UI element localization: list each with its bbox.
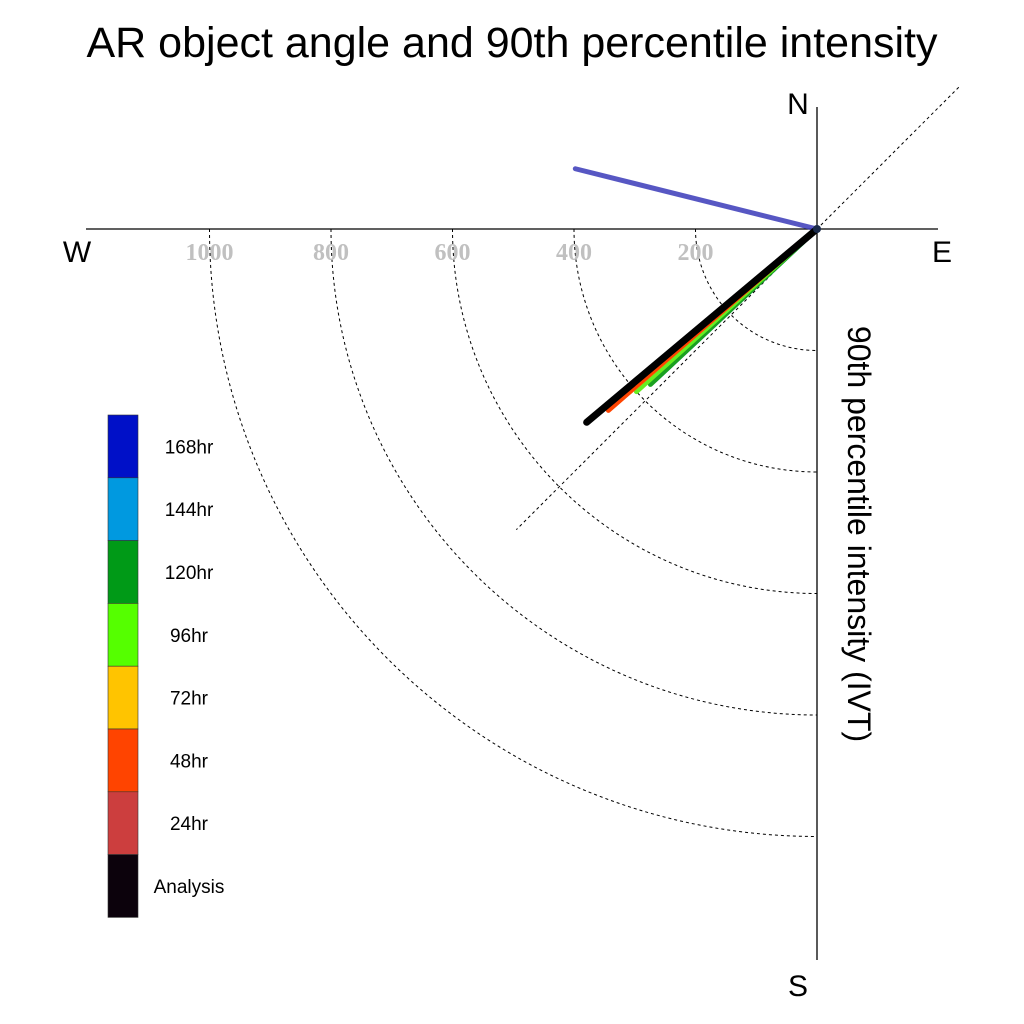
compass-east: E	[932, 236, 952, 269]
legend-label-96hr: 96hr	[170, 626, 209, 647]
radial-tick-labels: 200 400 600 800 1000	[186, 240, 714, 266]
legend-label-120hr: 120hr	[165, 563, 214, 584]
tick-label-1000: 1000	[186, 240, 234, 266]
legend-swatch-48hr	[107, 728, 139, 793]
legend-swatch-144hr	[107, 477, 139, 541]
legend-swatch-24hr	[107, 791, 139, 855]
compass-west: W	[63, 236, 92, 269]
tick-label-200: 200	[678, 240, 714, 266]
tick-label-600: 600	[435, 240, 471, 266]
polar-grid	[209, 86, 960, 837]
vector-168hr	[572, 166, 820, 232]
legend-swatch-analysis	[107, 854, 139, 918]
legend-label-72hr: 72hr	[170, 689, 209, 710]
origin-marker	[813, 225, 821, 233]
legend-swatch-168hr	[107, 414, 139, 479]
grid-arc-600	[452, 228, 818, 594]
compass-south: S	[788, 970, 808, 1003]
legend-label-24hr: 24hr	[170, 814, 209, 835]
legend-label-144hr: 144hr	[165, 500, 214, 521]
vector-series	[572, 166, 821, 426]
grid-arc-800	[330, 228, 818, 716]
grid-diagonal	[515, 86, 960, 531]
chart-title: AR object angle and 90th percentile inte…	[87, 19, 938, 67]
legend-label-analysis: Analysis	[154, 877, 225, 898]
grid-arc-200	[695, 228, 818, 351]
legend-swatch-72hr	[107, 665, 139, 730]
radial-axis-label: 90th percentile intensity (IVT)	[841, 326, 877, 742]
tick-label-400: 400	[556, 240, 592, 266]
legend-label-168hr: 168hr	[165, 437, 214, 458]
legend: 168hr 144hr 120hr 96hr 72hr 48hr 24hr Analysis	[107, 414, 225, 918]
compass-north: N	[787, 88, 809, 121]
grid-arc-1000	[209, 228, 818, 837]
tick-label-800: 800	[313, 240, 349, 266]
legend-swatch-120hr	[107, 540, 139, 604]
legend-swatch-96hr	[107, 603, 139, 667]
legend-label-48hr: 48hr	[170, 751, 209, 772]
vector-analysis	[583, 225, 821, 426]
grid-arc-400	[573, 228, 818, 473]
